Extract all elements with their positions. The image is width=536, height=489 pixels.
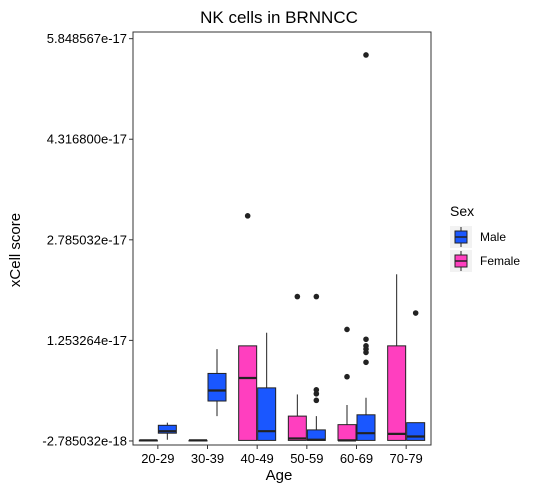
- box-body: [387, 345, 407, 441]
- outlier-point: [363, 359, 369, 366]
- legend-title: Sex: [450, 203, 474, 219]
- x-axis: 20-29 30-39 40-49 50-59 60-69 70-79: [141, 445, 423, 466]
- box-body: [406, 422, 426, 441]
- y-axis: -2.785032e-18 1.253264e-17 2.785032e-17 4.3…: [42, 31, 133, 448]
- box-female-40-49: [238, 213, 258, 441]
- box-female-30-39: [188, 439, 208, 442]
- box-body: [238, 345, 258, 441]
- plot-panel: [132, 31, 432, 446]
- outlier-point: [344, 326, 350, 333]
- y-tick-label: 1.253264e-17: [47, 333, 127, 348]
- box-female-70-79: [387, 274, 407, 441]
- box-male-60-69: [356, 52, 376, 441]
- outlier-point: [363, 349, 369, 356]
- outlier-point: [313, 387, 320, 393]
- outlier-point: [412, 310, 419, 316]
- y-tick-label: 2.785032e-17: [47, 232, 127, 247]
- x-axis-title: Age: [266, 467, 293, 484]
- outlier-point: [294, 293, 301, 300]
- box-male-40-49: [257, 332, 277, 441]
- box-male-50-59: [306, 293, 326, 441]
- box-body: [257, 387, 277, 441]
- x-tick-label: 70-79: [390, 451, 423, 466]
- box-female-60-69: [337, 326, 357, 442]
- box-body: [356, 414, 376, 441]
- box-female-50-59: [287, 293, 307, 441]
- legend-label-male: Male: [480, 230, 506, 244]
- y-tick-label: 5.848567e-17: [47, 31, 127, 46]
- box-body: [287, 415, 307, 441]
- boxes-layer: [138, 52, 426, 442]
- legend-label-female: Female: [480, 254, 520, 268]
- box-male-20-29: [157, 422, 177, 440]
- x-tick-label: 50-59: [290, 451, 323, 466]
- outlier-point: [313, 397, 320, 404]
- box-body: [157, 424, 177, 434]
- x-tick-label: 20-29: [141, 451, 174, 466]
- box-male-70-79: [406, 310, 426, 441]
- legend: Sex Male Female: [450, 203, 520, 272]
- box-body: [207, 372, 227, 402]
- outlier-point: [313, 293, 320, 300]
- outlier-point: [363, 52, 369, 58]
- y-tick-label: -2.785032e-18: [42, 433, 127, 448]
- outlier-point: [344, 373, 350, 380]
- x-tick-label: 30-39: [191, 451, 224, 466]
- box-male-30-39: [207, 349, 227, 417]
- outlier-point: [313, 390, 320, 397]
- x-tick-label: 40-49: [241, 451, 274, 466]
- outlier-point: [244, 213, 251, 219]
- y-tick-label: 4.316800e-17: [47, 132, 127, 147]
- outlier-point: [363, 336, 369, 343]
- box-body: [337, 424, 357, 441]
- y-axis-title: xCell score: [7, 213, 24, 287]
- box-female-20-29: [138, 439, 158, 442]
- x-tick-label: 60-69: [340, 451, 373, 466]
- chart-title: NK cells in BRNNCC: [200, 8, 358, 27]
